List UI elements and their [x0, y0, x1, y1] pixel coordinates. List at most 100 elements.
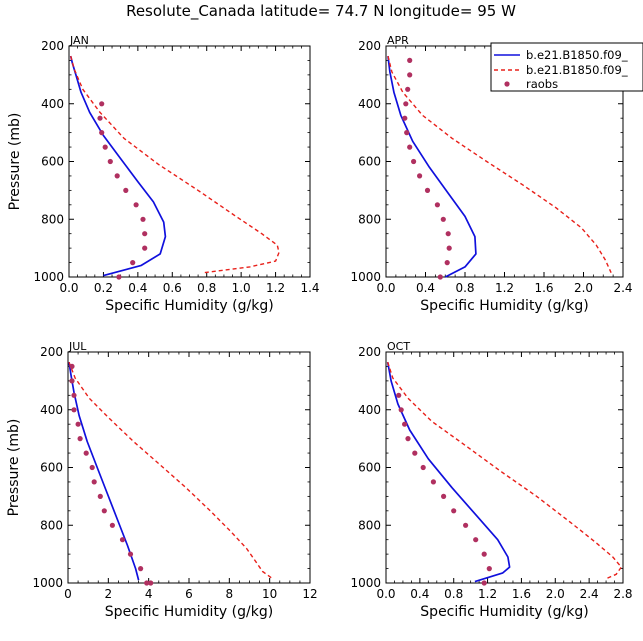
- raob-point-oct: [441, 493, 447, 499]
- raob-point-jan: [133, 202, 139, 208]
- raob-point-apr: [434, 202, 440, 208]
- x-tick-label-jul: 0: [64, 587, 72, 601]
- raob-point-jan: [142, 245, 148, 251]
- series-line-1-jul: [68, 361, 140, 581]
- legend-label-raobs: raobs: [526, 77, 558, 91]
- y-tick-label-oct: 200: [358, 345, 381, 359]
- legend-swatch-raobs: [504, 81, 510, 87]
- y-tick-label-jan: 200: [41, 39, 64, 53]
- legend-label-model1: b.e21.B1850.f09_: [526, 48, 628, 62]
- raob-point-jul: [69, 378, 75, 384]
- x-axis-label-jan: Specific Humidity (g/kg): [105, 298, 273, 314]
- series-line-2-jul: [68, 361, 274, 580]
- panel-label-oct: OCT: [387, 340, 410, 353]
- raob-point-apr: [440, 216, 446, 222]
- raob-point-apr: [405, 86, 411, 92]
- x-tick-label-apr: 1.2: [495, 281, 514, 295]
- raob-point-jan: [114, 173, 120, 179]
- raob-point-oct: [473, 537, 479, 543]
- raob-point-jul: [69, 363, 75, 369]
- y-tick-label-jan: 800: [41, 212, 64, 226]
- x-tick-label-apr: 0.0: [376, 281, 395, 295]
- y-tick-label-apr: 400: [358, 97, 381, 111]
- series-line-1-apr: [387, 55, 477, 278]
- panel-label-apr: APR: [387, 34, 409, 47]
- raob-point-apr: [444, 260, 450, 266]
- raob-point-apr: [411, 158, 417, 165]
- raob-point-jan: [140, 216, 146, 222]
- raob-point-apr: [407, 144, 413, 150]
- raob-point-jul: [91, 479, 97, 485]
- raob-point-oct: [402, 421, 408, 427]
- x-tick-label-oct: 0.8: [444, 587, 463, 601]
- x-tick-label-jul: 12: [302, 587, 317, 601]
- raob-point-oct: [430, 479, 436, 485]
- raob-point-jul: [127, 551, 134, 557]
- y-tick-label-jul: 600: [40, 461, 63, 475]
- y-tick-label-oct: 800: [358, 518, 381, 532]
- raob-point-oct: [398, 407, 404, 413]
- raob-point-jul: [89, 464, 95, 471]
- raob-point-jan: [123, 187, 129, 193]
- raob-point-jul: [83, 450, 89, 456]
- x-tick-label-jan: 1.2: [266, 281, 285, 295]
- x-tick-label-oct: 0.0: [376, 587, 395, 601]
- y-tick-label-oct: 400: [358, 403, 381, 417]
- legend: b.e21.B1850.f09_ b.e21.B1850.f09_ raobs: [490, 42, 643, 92]
- raob-point-apr: [407, 72, 413, 78]
- x-tick-label-jan: 1.4: [300, 281, 319, 295]
- x-tick-label-jan: 0.4: [128, 281, 147, 295]
- series-line-2-apr: [387, 55, 612, 273]
- plot-frame-jul: [67, 351, 311, 584]
- x-tick-label-apr: 1.6: [534, 281, 553, 295]
- x-tick-label-oct: 2.0: [546, 587, 565, 601]
- raob-point-oct: [412, 450, 418, 456]
- y-tick-label-jan: 600: [41, 155, 64, 169]
- panel-label-jul: JUL: [68, 340, 87, 353]
- raob-point-jul: [148, 580, 154, 586]
- raob-point-jan: [102, 144, 108, 150]
- raob-point-apr: [407, 57, 413, 64]
- panels: 0.0 0.2 0.4 0.6 0.8 1.0 1.2 1.42004006008001000…: [6, 34, 633, 620]
- raob-point-apr: [437, 274, 443, 280]
- y-tick-label-jan: 400: [41, 97, 64, 111]
- y-tick-label-oct: 600: [358, 461, 381, 475]
- raob-point-oct: [420, 464, 426, 471]
- raob-point-jul: [71, 407, 77, 413]
- raob-point-jan: [99, 101, 105, 107]
- series-line-2-oct: [387, 361, 622, 580]
- x-tick-label-jul: 2: [105, 587, 113, 601]
- raob-point-jan: [116, 274, 122, 280]
- raob-point-apr: [445, 231, 451, 237]
- raob-point-jul: [71, 392, 77, 398]
- y-tick-label-jul: 200: [40, 345, 63, 359]
- raob-point-jul: [119, 537, 126, 543]
- raob-point-oct: [396, 392, 402, 398]
- y-axis-label-jul: Pressure (mb): [6, 419, 22, 517]
- raob-point-jan: [142, 231, 148, 237]
- x-tick-label-jan: 1.0: [232, 281, 251, 295]
- raob-point-jul: [97, 493, 103, 499]
- x-tick-label-apr: 2.4: [613, 281, 632, 295]
- raob-point-apr: [446, 245, 452, 251]
- x-tick-label-jul: 10: [262, 587, 277, 601]
- y-axis-label-jan: Pressure (mb): [7, 113, 23, 211]
- figure-title: Resolute_Canada latitude= 74.7 N longitu…: [126, 2, 516, 21]
- panel-jan: 0.0 0.2 0.4 0.6 0.8 1.0 1.2 1.4 200 400 600 800 1000…: [7, 34, 320, 314]
- raob-point-jul: [75, 421, 81, 427]
- raob-point-jan: [99, 130, 105, 136]
- x-tick-label-oct: 2.8: [613, 587, 632, 601]
- series-line-2-jan: [70, 55, 280, 274]
- x-tick-label-jul: 6: [185, 587, 193, 601]
- y-tick-label-jan: 1000: [33, 270, 64, 284]
- panel-label-jan: JAN: [69, 34, 89, 47]
- x-tick-label-jan: 0.0: [59, 281, 78, 295]
- x-tick-label-apr: 0.8: [455, 281, 474, 295]
- y-tick-label-apr: 800: [358, 212, 381, 226]
- y-tick-label-apr: 200: [358, 39, 381, 53]
- legend-box: [490, 42, 643, 92]
- x-tick-label-jan: 0.2: [94, 281, 113, 295]
- x-axis-label-jul: Specific Humidity (g/kg): [105, 604, 273, 620]
- raob-point-jan: [130, 260, 136, 266]
